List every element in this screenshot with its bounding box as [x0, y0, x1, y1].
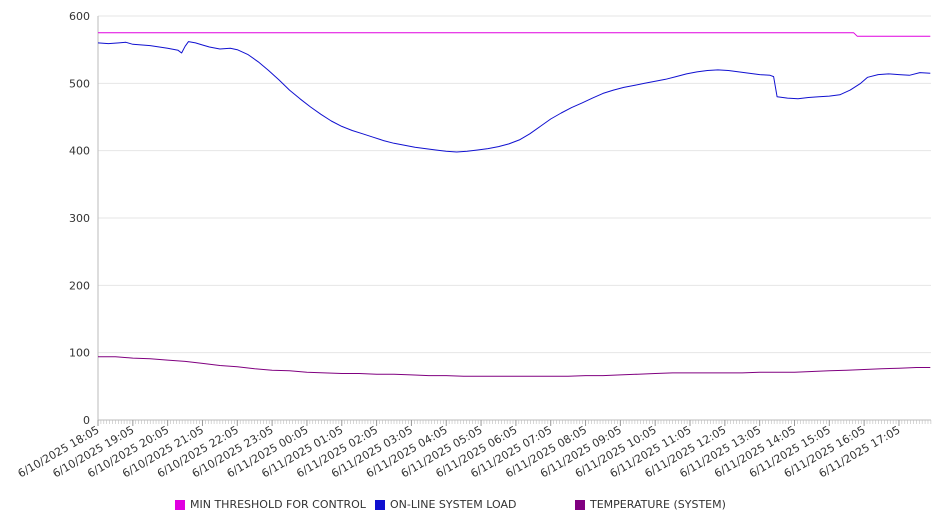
x-axis: 6/10/2025 18:056/10/2025 19:056/10/2025 …	[16, 16, 932, 480]
y-tick-label: 0	[83, 414, 90, 427]
legend-item-temperature[interactable]: TEMPERATURE (SYSTEM)	[575, 498, 726, 511]
legend-label-system-load: ON-LINE SYSTEM LOAD	[390, 498, 517, 511]
y-tick-label: 200	[69, 279, 90, 292]
legend-swatch-system-load	[375, 499, 385, 510]
legend-swatch-min-threshold	[175, 499, 185, 510]
legend: MIN THRESHOLD FOR CONTROL ON-LINE SYSTEM…	[0, 498, 946, 514]
series-line-0	[98, 32, 931, 37]
y-tick-label: 100	[69, 347, 90, 360]
series-line-1	[97, 41, 931, 153]
y-tick-label: 600	[69, 10, 90, 23]
legend-swatch-temperature	[575, 499, 585, 510]
y-tick-label: 500	[69, 77, 90, 90]
y-tick-label: 300	[69, 212, 90, 225]
legend-item-system-load[interactable]: ON-LINE SYSTEM LOAD	[375, 498, 516, 511]
legend-label-temperature: TEMPERATURE (SYSTEM)	[590, 498, 726, 511]
gridlines	[98, 15, 931, 421]
series-lines	[97, 32, 931, 377]
y-tick-label: 400	[69, 145, 90, 158]
legend-label-min-threshold: MIN THRESHOLD FOR CONTROL	[190, 498, 366, 511]
series-line-2	[98, 356, 931, 377]
legend-item-min-threshold[interactable]: MIN THRESHOLD FOR CONTROL	[175, 498, 366, 511]
y-axis-tick-labels: 0 100 200 300 400 500 600	[69, 10, 90, 427]
